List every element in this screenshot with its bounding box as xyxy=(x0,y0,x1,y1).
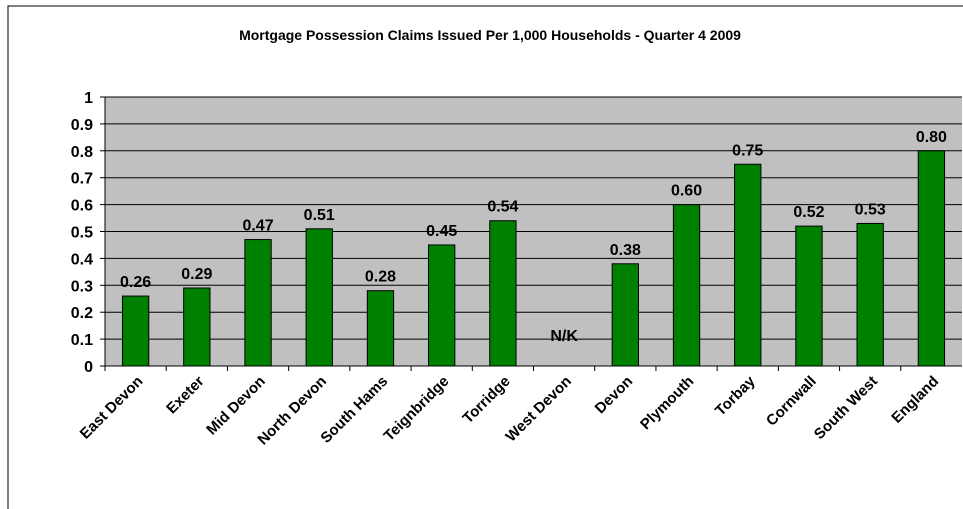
y-tick-label: 0 xyxy=(84,359,93,376)
value-label: 0.52 xyxy=(793,204,824,221)
value-label: 0.38 xyxy=(610,242,641,259)
bar xyxy=(305,228,333,367)
y-tick-label: 1 xyxy=(84,90,93,107)
value-label: 0.75 xyxy=(732,142,763,159)
value-label: 0.29 xyxy=(181,266,212,283)
value-label: 0.51 xyxy=(304,207,335,224)
y-tick-label: 0.4 xyxy=(71,251,93,268)
bar xyxy=(366,290,395,367)
value-label: 0.54 xyxy=(487,199,518,216)
bar xyxy=(672,204,701,367)
y-tick-label: 0.1 xyxy=(71,332,93,349)
annotation: N/K xyxy=(550,328,578,345)
bar xyxy=(121,295,150,367)
y-tick-label: 0.2 xyxy=(71,305,93,322)
y-tick-label: 0.8 xyxy=(71,144,93,161)
bar xyxy=(611,263,639,367)
value-label: 0.53 xyxy=(855,201,886,218)
bar xyxy=(183,287,211,367)
y-tick-label: 0.5 xyxy=(71,225,93,242)
y-tick-label: 0.6 xyxy=(71,198,93,215)
bar xyxy=(856,222,884,367)
chart-title: Mortgage Possession Claims Issued Per 1,… xyxy=(239,27,741,43)
y-tick-label: 0.7 xyxy=(71,171,93,188)
bar xyxy=(795,225,823,367)
value-label: 0.80 xyxy=(916,129,947,146)
value-label: 0.28 xyxy=(365,269,396,286)
bar xyxy=(734,163,762,367)
value-label: 0.47 xyxy=(242,218,273,235)
bar xyxy=(917,150,946,367)
bar xyxy=(428,244,456,367)
value-label: 0.26 xyxy=(120,274,151,291)
bar xyxy=(489,220,517,367)
y-tick-label: 0.3 xyxy=(71,278,93,295)
y-tick-label: 0.9 xyxy=(71,117,93,134)
value-label: 0.45 xyxy=(426,223,457,240)
bar xyxy=(244,239,272,367)
value-label: 0.60 xyxy=(671,183,702,200)
